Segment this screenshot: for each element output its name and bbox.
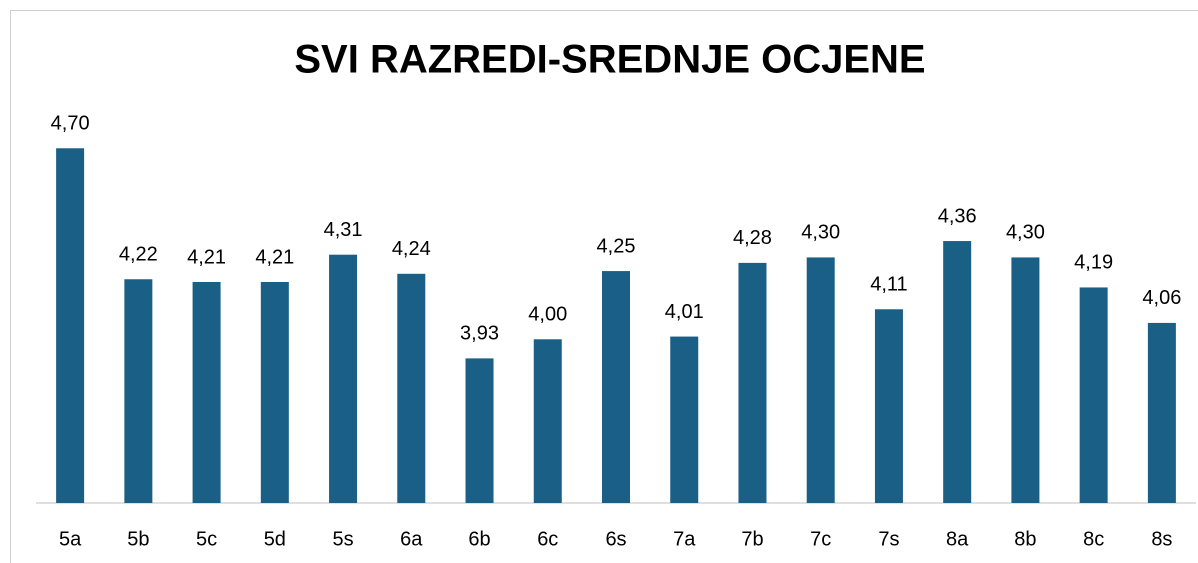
data-label: 4,22	[119, 244, 158, 266]
bar	[738, 262, 767, 503]
bar	[56, 148, 85, 504]
data-label: 4,01	[665, 301, 704, 323]
data-label: 3,93	[460, 323, 499, 345]
x-tick-label: 8a	[946, 528, 969, 550]
x-tick-label: 5c	[196, 528, 217, 550]
bar	[943, 241, 972, 504]
bar	[670, 336, 699, 503]
x-tick-label: 5s	[332, 528, 353, 550]
data-label: 4,21	[187, 246, 226, 268]
chart-border	[10, 10, 1198, 563]
x-tick-label: 6c	[537, 528, 558, 550]
x-tick-label: 7c	[810, 528, 831, 550]
bar	[329, 254, 358, 503]
data-label: 4,11	[870, 274, 907, 296]
data-label: 4,31	[324, 219, 363, 241]
x-tick-label: 8b	[1014, 528, 1036, 550]
bar	[260, 281, 289, 503]
bar	[1011, 257, 1040, 503]
bar	[465, 358, 494, 503]
data-label: 4,28	[733, 227, 772, 249]
data-label: 4,30	[1006, 222, 1045, 244]
chart-title: SVI RAZREDI-SREDNJE OCJENE	[294, 38, 925, 82]
bar	[533, 339, 562, 503]
data-label: 4,25	[597, 235, 636, 257]
data-label: 4,24	[392, 238, 431, 260]
x-tick-label: 7s	[878, 528, 899, 550]
bar	[397, 273, 426, 503]
x-tick-label: 6s	[605, 528, 626, 550]
bar	[806, 257, 835, 503]
data-label: 4,06	[1142, 287, 1181, 309]
x-tick-label: 5b	[127, 528, 149, 550]
data-label: 4,30	[801, 222, 840, 244]
data-label: 4,36	[938, 205, 977, 227]
data-label: 4,70	[51, 113, 90, 135]
data-label: 4,21	[255, 246, 294, 268]
x-tick-label: 6b	[468, 528, 490, 550]
x-tick-label: 5a	[59, 528, 82, 550]
x-tick-label: 8s	[1151, 528, 1172, 550]
x-tick-label: 5d	[264, 528, 286, 550]
bar	[1079, 287, 1108, 503]
bar	[602, 271, 630, 503]
x-tick-label: 7b	[741, 528, 763, 550]
x-tick-label: 6a	[400, 528, 423, 550]
data-label: 4,00	[528, 304, 567, 326]
bar	[124, 279, 153, 503]
data-label: 4,19	[1074, 252, 1113, 274]
bar	[192, 281, 221, 503]
bar	[874, 309, 903, 503]
bar	[1147, 322, 1176, 503]
x-tick-label: 8c	[1083, 528, 1104, 550]
x-tick-label: 7a	[673, 528, 696, 550]
